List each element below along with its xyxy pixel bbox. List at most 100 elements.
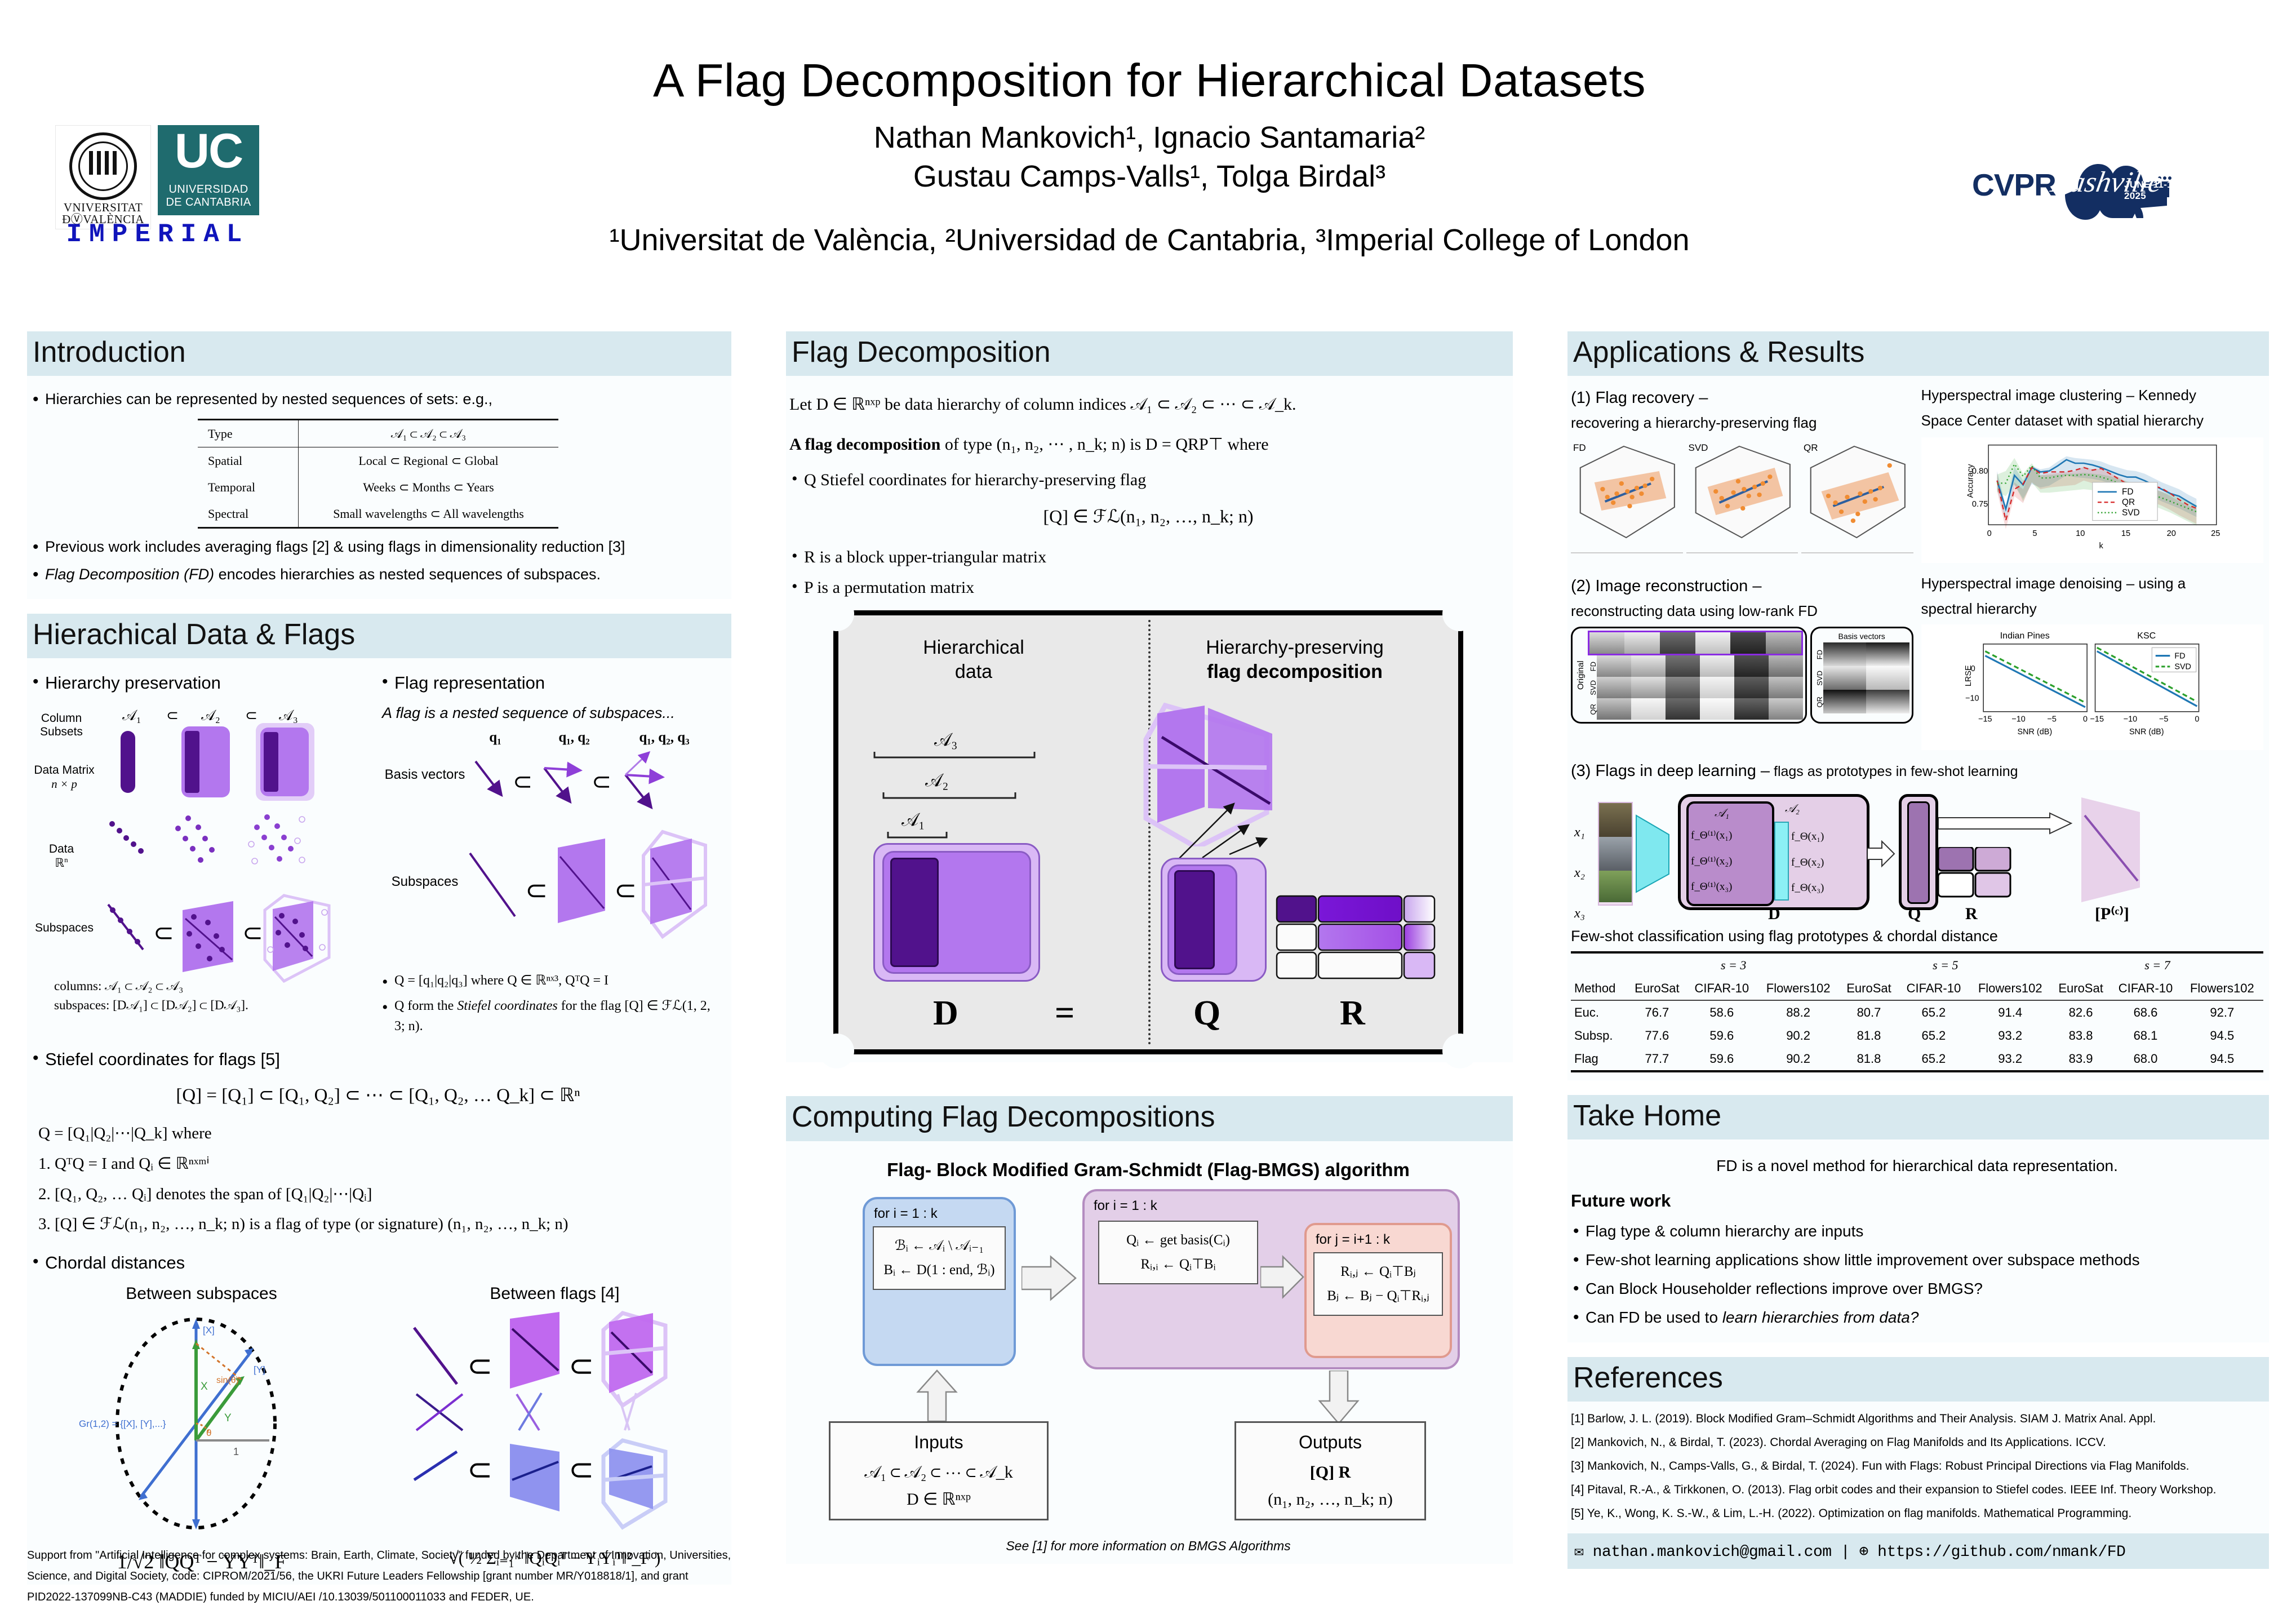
fig-q12-label: q₁, q₂	[558, 730, 590, 746]
computing-subtitle: Flag- Block Modified Gram-Schmidt (Flag-…	[887, 1159, 1410, 1180]
nn-A2-bar	[1774, 822, 1789, 901]
logo-imperial-college: IMPERIAL	[66, 220, 250, 249]
references-heading: References	[1567, 1356, 2269, 1402]
arrow-right-1	[1022, 1255, 1077, 1302]
app-3-subtitle: flags as prototypes in few-shot learning	[1770, 764, 2018, 780]
few-shot-pipeline-figure: x₁ x₂ x₃ 𝒜₁ 𝒜₂ f_Θ⁽¹⁾(x₁)	[1571, 785, 2263, 923]
hier-row-value-2: Small wavelengths ⊂ All wavelengths	[298, 500, 558, 528]
recon-panel: Original	[1571, 627, 1807, 724]
hierarchy-preservation-figure: Column Subsets Data Matrix n × p Data ℝn Su…	[30, 702, 374, 995]
globe-icon: ⊕	[1859, 1544, 1868, 1562]
fig-a2: 𝒜₂	[201, 707, 220, 724]
diagram-left-title-1: Hierarchical	[923, 637, 1024, 659]
chart-xtick-5: 5	[2032, 529, 2037, 538]
denoise-ytick-10: −10	[1965, 694, 1979, 703]
arrow-down-outputs	[1318, 1371, 1360, 1425]
matrix-a2-inner	[185, 730, 199, 793]
flag-notes: Q = [q₁|q₂|q₃] where Q ∈ ℝⁿˣ³, QᵀQ = I Q…	[380, 969, 718, 1036]
notch-bl	[819, 1034, 854, 1069]
col-flowers-1: Flowers102	[1757, 976, 1840, 1001]
flag-pair-diagram: ⊂ ⊂ ⊂	[412, 1311, 667, 1531]
basis-row-fd: FD	[1814, 642, 1909, 667]
takehome-body: FD is a novel method for hierarchical da…	[1567, 1139, 2269, 1342]
col-cifar-1: CIFAR-10	[1686, 976, 1757, 1001]
takehome-bullet-4: Can FD be used to learn hierarchies from…	[1571, 1305, 2263, 1330]
svg-text:⊂: ⊂	[614, 876, 637, 906]
basis-row-label-fd: FD	[1815, 649, 1824, 660]
diagram-a1: 𝒜₁	[901, 809, 925, 830]
diagram-right-title: Hierarchy-preserving flag decomposition	[1154, 636, 1436, 684]
flagdecomp-line-2-rest: of type (n₁, n₂, ⋯ , n_k; n) is D = QRP⊤…	[940, 435, 1269, 454]
fig-a1: 𝒜₁	[122, 707, 141, 724]
nn-Q-block	[1899, 794, 1938, 911]
d2-x-10: −10	[2123, 715, 2137, 724]
section-computing: Computing Flag Decompositions Flag- Bloc…	[786, 1096, 1513, 1564]
chart-xtick-0: 0	[1987, 529, 1991, 538]
hierarchy-figure-caption: columns: 𝒜₁ ⊂ 𝒜₂ ⊂ 𝒜₃ subspaces: [D𝒜₁] ⊂…	[30, 977, 374, 1016]
app-3-title: (3) Flags in deep learning –	[1571, 762, 1770, 781]
chart-ytick-080: 0.80	[1971, 467, 1987, 476]
flag-recovery-panels: FD SVD	[1571, 440, 1913, 554]
contact-url[interactable]: https://github.com/nmank/FD	[1877, 1544, 2126, 1562]
brace-a1	[887, 832, 948, 839]
nn-arrow-2	[1938, 812, 2073, 835]
svg-text:⊂: ⊂	[569, 1349, 594, 1383]
chart-xtick-25: 25	[2211, 529, 2220, 538]
nn-a2-label: 𝒜₂	[1785, 802, 1800, 815]
nn-f1-x2: f_Θ⁽¹⁾(x₂)	[1691, 855, 1733, 867]
flagdecomp-bullet-r: R is a block upper-triangular matrix	[789, 543, 1507, 570]
flagdecomp-line-1: Let D ∈ ℝⁿˣᵖ be data hierarchy of column…	[789, 395, 1296, 414]
panel-fd: FD	[1571, 440, 1683, 554]
cvpr-dates: JUNE 11-15, 2025	[2124, 179, 2181, 201]
mail-icon: ✉	[1574, 1544, 1584, 1562]
cell-euc-2: 88.2	[1786, 1005, 1811, 1019]
cell-euc-6: 82.6	[2068, 1005, 2093, 1019]
nn-input-x2: x₂	[1574, 866, 1585, 881]
stiefel-details: Q = [Q₁|Q₂|⋯|Q_k] where 1. QᵀQ = I and Q…	[30, 1119, 726, 1240]
table-row: Flag 77.7 59.6 90.2 81.8 65.2 93.2 83.9 …	[1571, 1046, 2263, 1072]
chart-ylabel: Accuracy	[1966, 464, 1975, 498]
diagram-left-title-2: data	[954, 660, 993, 682]
clustering-chart: Accuracy 0.80 0.75 0 5 10 15 20 25	[1921, 437, 2263, 564]
hierarchical-heading: Hierachical Data & Flags	[27, 613, 731, 659]
diagram-a3: 𝒜₃	[934, 729, 958, 750]
nn-f2-labels: f_Θ(x₁) f_Θ(x₂) f_Θ(x₃)	[1791, 824, 1824, 901]
flagdecomp-heading: Flag Decomposition	[786, 331, 1513, 376]
legend-qr: QR	[2122, 498, 2135, 507]
col-cifar-3: CIFAR-10	[2110, 976, 2181, 1001]
group-header-s3: s = 3	[1627, 951, 1840, 977]
panel-qr-plot	[1810, 446, 1906, 539]
introduction-bullets-2: Previous work includes averaging flags […	[30, 534, 726, 587]
chordal-right-title: Between flags [4]	[490, 1284, 620, 1303]
algo-box-inner-loop: for j = i+1 : k Rᵢ,ⱼ ← Qᵢ⊤Bⱼ Bⱼ ← Bⱼ − Q…	[1304, 1223, 1452, 1359]
d2-x-15: −15	[2090, 715, 2103, 724]
hierarchy-preservation-bullet-wrap: Hierarchy preservation	[30, 669, 374, 697]
cell-euc-8: 92.7	[2210, 1005, 2235, 1019]
denoise-title-1: Hyperspectral image denoising – using a	[1921, 575, 2186, 592]
cell-euc-1: 58.6	[1709, 1005, 1734, 1019]
stiefel-item-3: 3. [Q] ∈ ℱℒ(n₁, n₂, …, n_k; n) is a flag…	[38, 1215, 569, 1234]
nn-f1-x1: f_Θ⁽¹⁾(x₁)	[1691, 830, 1733, 842]
section-applications: Applications & Results (1) Flag recovery…	[1567, 331, 2269, 1080]
svg-text:⊂: ⊂	[569, 1453, 594, 1487]
takehome-heading: Take Home	[1567, 1094, 2269, 1140]
svg-text:X: X	[201, 1381, 208, 1393]
table-row: Euc. 76.7 58.6 88.2 80.7 65.2 91.4 82.6 …	[1571, 1000, 2263, 1024]
panel-qr: QR	[1801, 440, 1913, 554]
contact-email[interactable]: nathan.mankovich@gmail.com	[1592, 1544, 1832, 1562]
row-flag-method: Flag	[1571, 1046, 1628, 1072]
nn-label-P: [P⁽ᶜ⁾]	[2095, 904, 2129, 924]
clustering-title-1: Hyperspectral image clustering – Kennedy	[1921, 387, 2196, 404]
panel-fd-plot	[1579, 446, 1675, 539]
algo-inputs-title: Inputs	[914, 1432, 963, 1453]
flag-note-1: Q = [q₁|q₂|q₃] where Q ∈ ℝⁿˣ³, QᵀQ = I	[380, 969, 718, 995]
cell-subsp-0: 77.6	[1645, 1028, 1669, 1043]
bmgs-flowchart: for i = 1 : k ℬᵢ ← 𝒜ᵢ \ 𝒜ᵢ₋₁ Bᵢ ← D(1 : …	[789, 1189, 1507, 1527]
matrix-a1	[121, 730, 135, 793]
algo-box2-body: Qᵢ ← get basis(Cᵢ) Rᵢ,ᵢ ← Qᵢ⊤Bᵢ	[1098, 1221, 1258, 1285]
svg-text:sin(θ): sin(θ)	[216, 1376, 239, 1385]
flag-decomposition-diagram: Hierarchical data Hierarchy-preserving f…	[819, 596, 1477, 1069]
nn-f2-x3: f_Θ(x₃)	[1791, 882, 1824, 894]
recon-label-original: Original	[1576, 660, 1586, 690]
app-2-subtitle: reconstructing data using low-rank FD	[1571, 602, 1818, 620]
